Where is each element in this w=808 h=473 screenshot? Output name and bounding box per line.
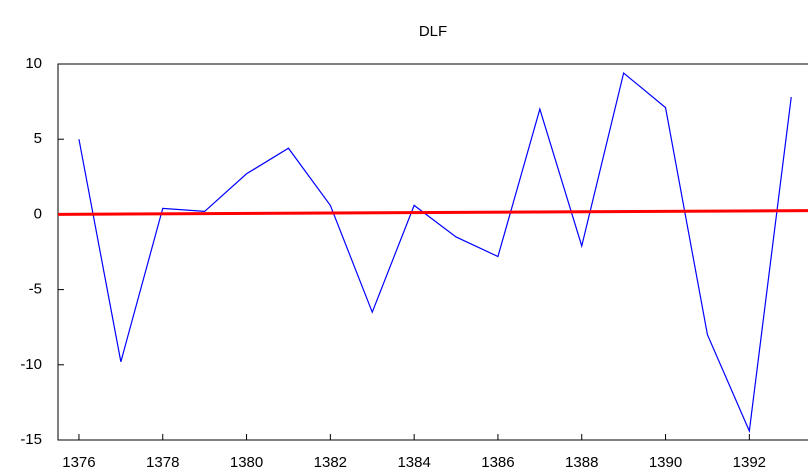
x-tick-label: 1378 bbox=[146, 454, 179, 471]
y-tick-label: 5 bbox=[34, 130, 42, 147]
x-tick-label: 1376 bbox=[62, 454, 95, 471]
chart-title: DLF bbox=[419, 23, 447, 40]
x-tick-label: 1392 bbox=[733, 454, 766, 471]
x-tick-label: 1382 bbox=[314, 454, 347, 471]
plot-frame bbox=[57, 63, 808, 441]
x-tick-label: 1388 bbox=[565, 454, 598, 471]
x-tick-label: 1384 bbox=[397, 454, 430, 471]
data-line bbox=[57, 209, 808, 216]
x-tick-label: 1386 bbox=[481, 454, 514, 471]
y-tick-label: -15 bbox=[20, 431, 42, 448]
y-tick-label: -5 bbox=[29, 281, 42, 298]
y-tick-label: 10 bbox=[25, 55, 42, 72]
y-tick-label: -10 bbox=[20, 356, 42, 373]
x-tick-label: 1390 bbox=[649, 454, 682, 471]
x-tick-label: 1380 bbox=[230, 454, 263, 471]
data-line bbox=[78, 71, 792, 434]
y-tick-label: 0 bbox=[34, 205, 42, 222]
